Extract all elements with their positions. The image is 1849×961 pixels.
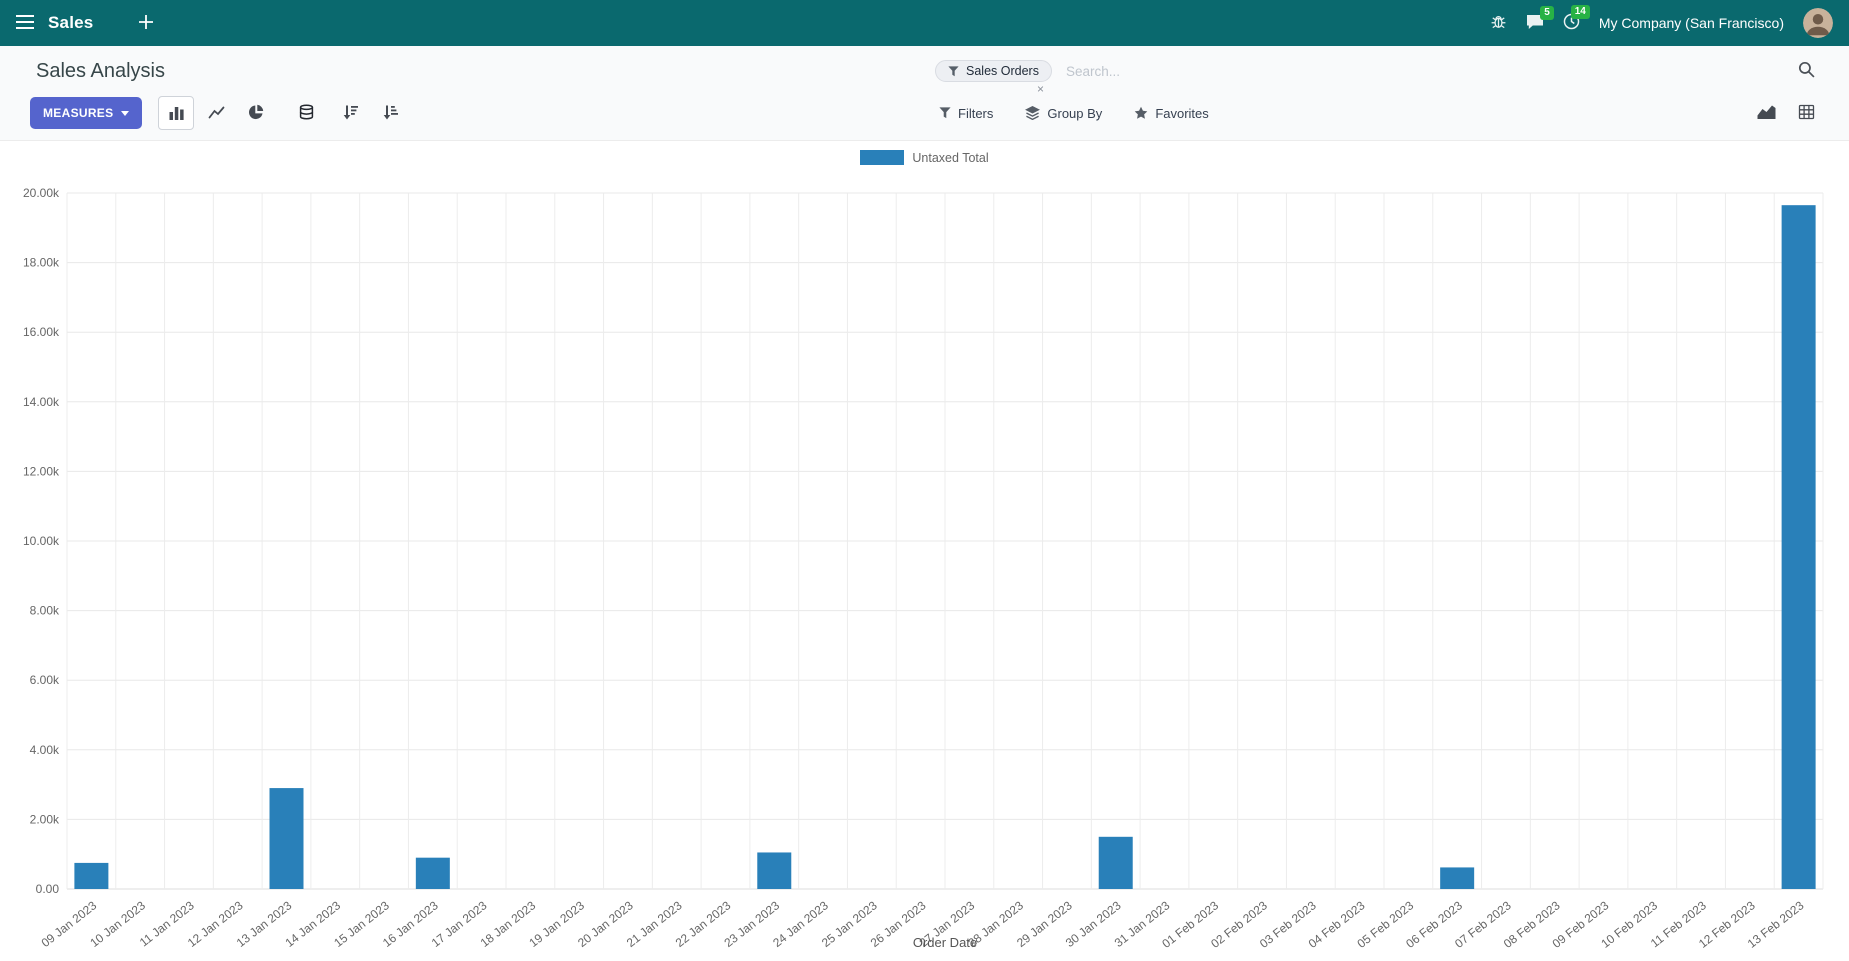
chart-type-group	[158, 96, 274, 130]
filters-label: Filters	[958, 105, 994, 121]
pie-chart-button[interactable]	[238, 96, 274, 130]
plus-icon	[139, 14, 154, 32]
bug-icon	[1490, 13, 1507, 33]
sort-ascending-icon	[382, 104, 399, 123]
area-chart-icon	[1757, 104, 1776, 122]
search-facet-sales-orders[interactable]: Sales Orders	[935, 60, 1052, 82]
bar-chart-button[interactable]	[158, 96, 195, 130]
stacked-database-icon	[299, 103, 314, 123]
svg-text:8.00k: 8.00k	[30, 604, 60, 618]
pie-chart-icon	[248, 104, 264, 123]
bar-chart-icon	[168, 104, 185, 123]
svg-text:14.00k: 14.00k	[23, 395, 60, 409]
company-switcher[interactable]: My Company (San Francisco)	[1598, 15, 1784, 31]
new-record-button[interactable]	[139, 14, 154, 32]
sort-group	[334, 96, 406, 130]
svg-text:Order Date: Order Date	[913, 935, 977, 950]
hamburger-icon	[16, 14, 34, 32]
legend-label: Untaxed Total	[912, 150, 989, 165]
messages-button[interactable]: 5	[1526, 5, 1554, 33]
sales-analysis-chart[interactable]: 0.00 2.00k 4.00k 6.00k 8.00k 10.00k 12.00k 14.0…	[20, 168, 1829, 961]
svg-text:4.00k: 4.00k	[30, 743, 60, 757]
chart-bar[interactable]	[415, 857, 450, 889]
view-switcher	[1757, 104, 1815, 123]
measures-button[interactable]: MEASURES	[30, 97, 143, 129]
pivot-view-button[interactable]	[1798, 104, 1815, 123]
legend-swatch	[860, 150, 905, 165]
svg-text:18.00k: 18.00k	[23, 256, 60, 270]
layers-icon	[1025, 106, 1041, 120]
search-icon	[1798, 61, 1815, 81]
chart-legend[interactable]: Untaxed Total	[20, 149, 1829, 166]
svg-text:16.00k: 16.00k	[23, 325, 60, 339]
chart-bar[interactable]	[74, 862, 109, 889]
chevron-down-icon	[121, 110, 130, 116]
group-by-button[interactable]: Group By	[1021, 100, 1106, 127]
stacked-toggle-button[interactable]	[290, 96, 322, 130]
user-avatar[interactable]	[1803, 8, 1833, 38]
svg-text:2.00k: 2.00k	[30, 812, 60, 826]
favorites-button[interactable]: Favorites	[1130, 100, 1212, 127]
measures-label: MEASURES	[43, 106, 114, 120]
group-by-label: Group By	[1047, 105, 1103, 121]
hamburger-menu-button[interactable]	[16, 14, 34, 32]
sort-descending-button[interactable]	[334, 96, 366, 130]
search-input[interactable]	[1065, 63, 1798, 79]
funnel-icon	[939, 107, 951, 119]
chart-area: Untaxed Total 0.00 2.00k 4.00k 6.00k 8.00k 10…	[0, 141, 1849, 961]
svg-text:12.00k: 12.00k	[23, 464, 60, 478]
graph-view-button[interactable]	[1757, 104, 1776, 122]
app-name[interactable]: Sales	[48, 13, 94, 32]
avatar-image	[1803, 8, 1833, 38]
star-icon	[1134, 106, 1148, 120]
filters-button[interactable]: Filters	[935, 100, 997, 127]
line-chart-button[interactable]	[198, 96, 234, 130]
chart-bar[interactable]	[757, 852, 792, 889]
svg-text:20.00k: 20.00k	[23, 186, 60, 200]
page-title: Sales Analysis	[36, 59, 165, 82]
favorites-label: Favorites	[1155, 105, 1209, 121]
search-bar: Sales Orders ×	[935, 60, 1815, 95]
chart-bar[interactable]	[1781, 205, 1816, 889]
sort-ascending-button[interactable]	[374, 96, 406, 130]
chat-icon	[1526, 14, 1544, 33]
svg-text:10.00k: 10.00k	[23, 534, 60, 548]
messages-badge: 5	[1540, 5, 1554, 20]
activities-button[interactable]: 14	[1563, 5, 1590, 33]
svg-text:6.00k: 6.00k	[30, 673, 60, 687]
facet-remove-button[interactable]: ×	[1036, 82, 1044, 96]
search-submit-button[interactable]	[1798, 61, 1815, 81]
funnel-icon	[948, 65, 959, 77]
activities-badge: 14	[1570, 5, 1590, 19]
line-chart-icon	[208, 104, 225, 123]
svg-text:0.00: 0.00	[36, 882, 60, 896]
top-navbar: Sales 5 14 My C	[0, 0, 1849, 46]
pivot-grid-icon	[1798, 104, 1815, 123]
search-facet-label: Sales Orders	[966, 64, 1039, 78]
chart-bar[interactable]	[269, 788, 304, 889]
sort-descending-icon	[342, 104, 359, 123]
control-panel: Sales Analysis Sales Orders × MEASURE	[0, 46, 1849, 141]
chart-bar[interactable]	[1440, 867, 1475, 889]
debug-button[interactable]	[1490, 13, 1507, 33]
chart-bar[interactable]	[1098, 836, 1133, 889]
